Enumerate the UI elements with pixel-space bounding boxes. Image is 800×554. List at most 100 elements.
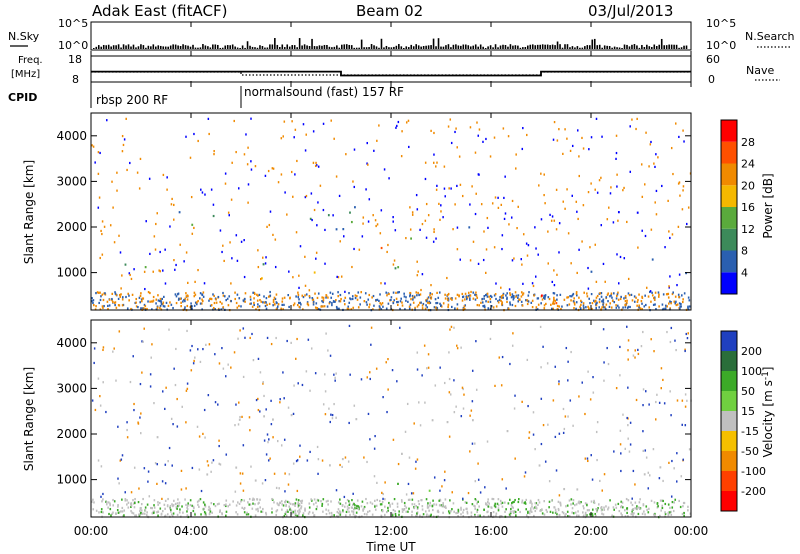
- data-point: [534, 506, 536, 509]
- data-point: [284, 472, 286, 475]
- data-point: [478, 304, 481, 307]
- data-point: [477, 262, 480, 265]
- data-point: [254, 479, 257, 482]
- data-point: [93, 361, 95, 365]
- data-point: [297, 301, 300, 304]
- data-point: [282, 504, 285, 507]
- data-point: [609, 302, 612, 305]
- data-point: [546, 510, 548, 513]
- data-point: [161, 480, 164, 483]
- data-point: [186, 294, 189, 297]
- data-point: [94, 408, 97, 412]
- noise-bar: [288, 46, 291, 49]
- data-point: [497, 498, 500, 501]
- data-point: [460, 506, 462, 509]
- data-point: [687, 206, 690, 209]
- data-point: [235, 504, 238, 507]
- data-point: [617, 291, 619, 294]
- data-point: [534, 275, 537, 278]
- data-point: [185, 292, 187, 295]
- data-point: [250, 117, 252, 120]
- data-point: [595, 304, 598, 307]
- data-point: [312, 300, 315, 303]
- noise-bar: [465, 44, 467, 49]
- data-point: [627, 417, 629, 420]
- data-point: [562, 512, 565, 515]
- data-point: [253, 297, 255, 300]
- data-point: [366, 376, 369, 379]
- data-point: [474, 507, 476, 510]
- data-point: [451, 297, 453, 300]
- data-point: [122, 515, 124, 518]
- data-point: [685, 272, 688, 275]
- data-point: [276, 305, 279, 308]
- data-point: [128, 272, 131, 275]
- noise-bar: [678, 47, 680, 49]
- data-point: [316, 498, 319, 501]
- velocity-colorbar-tick: -100: [741, 465, 766, 478]
- data-point: [556, 139, 559, 142]
- data-point: [116, 508, 119, 512]
- data-point: [131, 511, 133, 514]
- noise-bar: [107, 44, 110, 49]
- data-point: [401, 508, 404, 511]
- data-point: [532, 284, 535, 288]
- data-point: [424, 161, 427, 164]
- data-point: [536, 297, 539, 300]
- data-point: [176, 293, 179, 296]
- data-point: [201, 308, 203, 311]
- data-point: [513, 257, 515, 260]
- data-point: [448, 435, 451, 438]
- data-point: [251, 332, 253, 336]
- data-point: [132, 502, 135, 505]
- data-point: [92, 301, 94, 305]
- noise-bar: [437, 38, 440, 49]
- data-point: [531, 502, 533, 505]
- data-point: [413, 296, 416, 299]
- data-point: [307, 512, 310, 515]
- data-point: [369, 371, 371, 374]
- data-point: [514, 304, 517, 308]
- data-point: [408, 507, 410, 510]
- data-point: [118, 511, 121, 514]
- data-point: [198, 468, 201, 471]
- data-point: [591, 307, 593, 311]
- noise-bar: [306, 45, 308, 49]
- data-point: [681, 208, 684, 211]
- data-point: [100, 465, 103, 468]
- data-point: [638, 304, 641, 307]
- data-point: [553, 269, 555, 272]
- noise-bar: [598, 44, 601, 49]
- noise-bar: [618, 47, 621, 49]
- data-point: [168, 446, 171, 450]
- data-point: [637, 352, 640, 356]
- data-point: [485, 293, 487, 297]
- data-point: [529, 507, 532, 510]
- noise-bar: [150, 46, 152, 49]
- data-point: [511, 501, 514, 504]
- data-point: [414, 467, 417, 470]
- data-point: [462, 295, 465, 298]
- data-point: [632, 469, 635, 473]
- data-point: [463, 308, 466, 311]
- velocity-colorbar-swatch: [721, 451, 737, 471]
- data-point: [427, 353, 430, 356]
- data-point: [501, 303, 503, 306]
- data-point: [582, 511, 584, 514]
- data-point: [276, 509, 279, 512]
- data-point: [572, 300, 575, 303]
- data-point: [164, 248, 166, 251]
- data-point: [294, 504, 296, 507]
- data-point: [543, 193, 545, 197]
- data-point: [610, 292, 613, 295]
- data-point: [198, 435, 201, 438]
- data-point: [544, 297, 546, 300]
- data-point: [418, 293, 420, 297]
- data-point: [467, 294, 470, 297]
- freq-label-1: Freq.: [18, 55, 43, 66]
- data-point: [225, 299, 227, 302]
- data-point: [99, 291, 101, 294]
- time-tick-label: 04:00: [174, 524, 209, 538]
- data-point: [329, 354, 332, 357]
- data-point: [117, 504, 119, 507]
